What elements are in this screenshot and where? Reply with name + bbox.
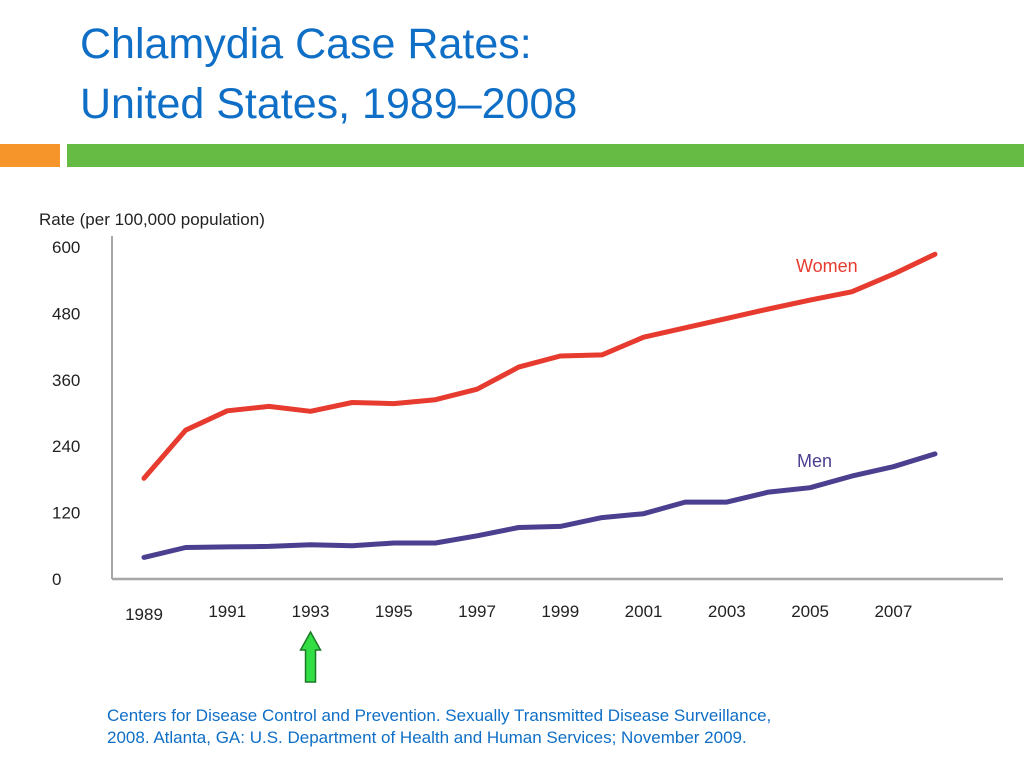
x-tick-label: 2001: [625, 602, 663, 621]
y-tick-label: 0: [52, 570, 61, 589]
y-tick-label: 480: [52, 304, 80, 323]
x-tick-label: 2003: [708, 602, 746, 621]
series-label-men: Men: [797, 451, 832, 471]
source-citation: Centers for Disease Control and Preventi…: [107, 706, 772, 747]
x-tick-label: 2005: [791, 602, 829, 621]
y-axis-label: Rate (per 100,000 population): [39, 210, 265, 229]
y-tick-label: 600: [52, 238, 80, 257]
x-tick-label: 1999: [541, 602, 579, 621]
series-label-women: Women: [796, 256, 858, 276]
x-tick-label: 1997: [458, 602, 496, 621]
up-arrow-icon: [299, 630, 322, 683]
series-line-women: [141, 251, 938, 481]
slide-title: Chlamydia Case Rates:: [80, 20, 532, 68]
x-tick-label: 1989: [125, 605, 163, 624]
x-tick-label: 2007: [874, 602, 912, 621]
line-chart: Rate (per 100,000 population) 0 120 240 360 4…: [39, 210, 1003, 683]
x-tick-label: 1995: [375, 602, 413, 621]
series-line-men: [141, 451, 938, 560]
accent-bar-orange: [0, 144, 60, 167]
accent-bar-green: [67, 144, 1024, 167]
y-tick-label: 360: [52, 371, 80, 390]
x-tick-label: 1993: [292, 602, 330, 621]
y-tick-label: 240: [52, 437, 80, 456]
slide-subtitle: United States, 1989–2008: [80, 80, 578, 128]
y-tick-label: 120: [52, 504, 80, 523]
x-tick-label: 1991: [208, 602, 246, 621]
